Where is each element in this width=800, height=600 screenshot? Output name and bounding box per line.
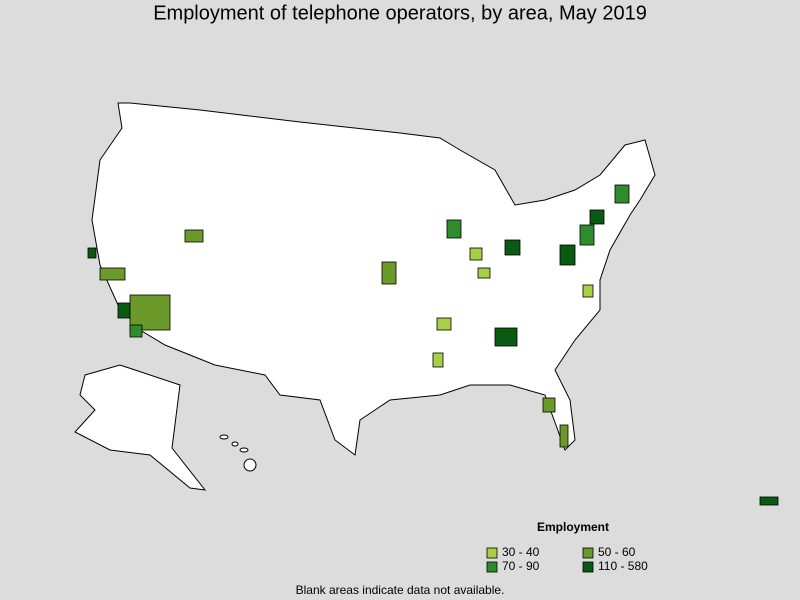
area <box>477 267 491 279</box>
area <box>494 327 518 347</box>
legend-swatch <box>582 561 594 573</box>
area <box>504 239 521 256</box>
legend-swatch <box>486 547 498 559</box>
map-title: Employment of telephone operators, by ar… <box>153 2 647 24</box>
legend-label: 110 - 580 <box>598 559 648 573</box>
area <box>589 209 605 225</box>
area <box>614 184 630 204</box>
area <box>117 302 131 319</box>
legend-swatch <box>582 547 594 559</box>
area <box>436 317 452 331</box>
legend: Employment 30 - 40 50 - 60 70 - 90 110 - 58… <box>486 520 648 573</box>
continental-us <box>91 102 656 456</box>
legend-title: Employment <box>537 520 609 534</box>
island <box>239 447 249 453</box>
area <box>184 229 204 243</box>
island <box>231 441 239 447</box>
area <box>759 496 779 506</box>
area <box>432 352 444 368</box>
legend-label: 30 - 40 <box>502 545 540 559</box>
area <box>381 261 397 285</box>
area <box>579 224 595 246</box>
map <box>74 102 779 506</box>
footnote: Blank areas indicate data not available. <box>296 583 505 597</box>
legend-label: 70 - 90 <box>502 559 540 573</box>
colored-areas <box>87 184 779 506</box>
area <box>559 244 576 266</box>
alaska <box>74 364 207 491</box>
area <box>129 324 143 338</box>
legend-label: 50 - 60 <box>598 545 636 559</box>
area <box>446 219 462 239</box>
area <box>582 284 594 298</box>
area <box>559 424 569 448</box>
island <box>243 458 257 472</box>
area <box>469 247 483 261</box>
area <box>542 397 556 413</box>
island <box>219 434 229 440</box>
area <box>99 267 126 281</box>
legend-swatch <box>486 561 498 573</box>
hawaii <box>219 434 257 472</box>
area <box>87 247 97 259</box>
area <box>129 294 171 331</box>
